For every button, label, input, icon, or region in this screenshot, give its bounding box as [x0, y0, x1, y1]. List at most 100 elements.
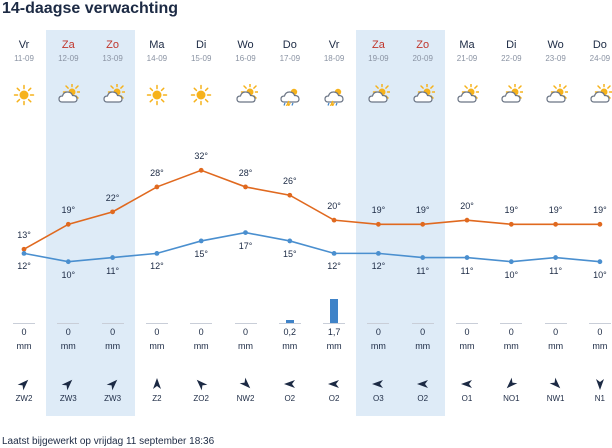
max-temp-point: [331, 217, 337, 223]
min-temp-point: [331, 250, 337, 256]
precip-unit: mm: [592, 341, 608, 351]
precip-amount: 0: [198, 327, 204, 337]
precip-amount: 1,7: [327, 327, 341, 337]
last-updated-text: Laatst bijgewerkt op vrijdag 11 septembe…: [2, 436, 215, 447]
precip-unit: mm: [60, 341, 76, 351]
precip-unit: mm: [238, 341, 253, 351]
day-column[interactable]: Wo 23-09 19° 11° 0 mm NW1: [534, 30, 578, 416]
min-temp-point: [420, 255, 426, 260]
day-column[interactable]: Di 15-09 32° 15° 0 mm ZO2: [179, 30, 223, 416]
page-title: 14-daagse verwachting: [2, 0, 179, 17]
day-column[interactable]: Wo 16-09 28° 17° 0 mm NW2: [224, 30, 268, 416]
wind-direction-icon: [592, 376, 608, 392]
precip-amount: 0: [110, 327, 116, 337]
precip-baseline: [278, 323, 301, 324]
precip-amount: 0: [65, 327, 71, 337]
min-temp-label: 11°: [549, 265, 563, 276]
max-temp-point: [21, 246, 27, 252]
day-column[interactable]: Za 12-09 19° 10° 0 mm ZW3: [46, 30, 90, 416]
min-temp-point: [464, 255, 470, 260]
wind-direction-icon: [16, 376, 32, 392]
day-name: Di: [506, 39, 517, 51]
max-temp-label: 28°: [238, 167, 253, 178]
partly-cloudy-icon: [101, 82, 126, 106]
partly-cloudy-icon: [234, 82, 259, 106]
precip-baseline: [456, 323, 478, 324]
precip-amount: 0: [553, 327, 559, 337]
weekend-highlight: [46, 30, 135, 416]
precip-baseline: [101, 323, 124, 324]
day-name: Di: [195, 39, 207, 51]
precip-baseline: [323, 323, 346, 324]
max-temp-label: 20°: [327, 201, 341, 212]
min-temp-label: 12°: [17, 261, 31, 272]
precip-unit: mm: [326, 341, 342, 351]
day-column[interactable]: Vr 11-09 13° 12° 0 mm ZW2: [2, 30, 46, 416]
wind-direction-icon: [105, 376, 121, 392]
wind-label: N1: [594, 394, 605, 403]
day-column[interactable]: Do 17-09 26° 15° 0,2 mm O2: [268, 30, 312, 416]
precip-unit: mm: [193, 341, 209, 351]
wind-direction-icon: [149, 376, 165, 392]
day-date: 17-09: [279, 54, 301, 63]
day-date: 16-09: [235, 54, 256, 63]
precip-baseline: [411, 323, 434, 324]
day-name: Ma: [149, 39, 165, 51]
precip-amount: 0,2: [283, 327, 297, 337]
max-temp-label: 19°: [504, 205, 519, 216]
partly-cloudy-icon: [411, 82, 436, 106]
min-temp-label: 11°: [460, 265, 474, 276]
partly-cloudy-icon: [455, 82, 481, 106]
day-column[interactable]: Di 22-09 19° 10° 0 mm NO1: [489, 30, 533, 416]
wind-label: O2: [328, 394, 340, 403]
day-column[interactable]: Do 24-09 19° 10° 0 mm N1: [578, 30, 612, 416]
day-date: 24-09: [589, 54, 611, 63]
day-column[interactable]: Ma 14-09 28° 12° 0 mm Z2: [135, 30, 179, 416]
sun-icon: [145, 84, 169, 106]
day-column[interactable]: Vr 18-09 20° 12° 1,7 mm O2: [312, 30, 356, 416]
wind-label: NO1: [503, 394, 520, 403]
precip-amount: 0: [508, 327, 514, 337]
min-temp-label: 15°: [282, 248, 297, 259]
precip-amount: 0: [597, 327, 603, 337]
min-temp-point: [154, 250, 160, 256]
min-temp-point: [376, 250, 381, 256]
day-name: Ma: [459, 39, 475, 51]
day-date: 14-09: [146, 54, 168, 63]
wind-label: ZO2: [193, 394, 209, 403]
max-temp-point: [597, 221, 603, 227]
day-name: Za: [371, 39, 385, 51]
max-temp-label: 19°: [548, 205, 563, 216]
min-temp-line: [23, 231, 600, 263]
min-temp-point: [198, 238, 204, 244]
temperature-chart: [21, 167, 603, 265]
max-temp-point: [154, 184, 160, 190]
max-temp-label: 26°: [282, 176, 297, 187]
day-name: Vr: [328, 39, 340, 51]
wind-label: ZW2: [15, 394, 33, 403]
precip-unit: mm: [282, 341, 298, 351]
precip-unit: mm: [370, 341, 386, 351]
precip-baseline: [367, 323, 390, 324]
precip-amount: 0: [464, 327, 470, 337]
max-temp-point: [110, 209, 115, 215]
sun-icon: [189, 84, 213, 106]
max-temp-point: [420, 221, 426, 227]
wind-direction-icon: [326, 376, 342, 392]
max-temp-point: [553, 221, 558, 227]
wind-direction-icon: [60, 376, 76, 392]
day-column[interactable]: Ma 21-09 20° 11° 0 mm O1: [445, 30, 489, 416]
precip-baseline: [57, 323, 80, 324]
precip-baseline: [234, 323, 257, 324]
max-temp-point: [376, 221, 381, 227]
precip-unit: mm: [503, 341, 519, 351]
precip-bar: [285, 320, 294, 323]
precip-unit: mm: [16, 341, 32, 351]
day-column[interactable]: Zo 13-09 22° 11° 0 mm ZW3: [91, 30, 135, 416]
day-column[interactable]: Za 19-09 19° 12° 0 mm O3: [356, 30, 400, 416]
max-temp-label: 13°: [17, 230, 31, 241]
min-temp-point: [110, 255, 115, 260]
day-column[interactable]: Zo 20-09 19° 11° 0 mm O2: [401, 30, 445, 416]
day-date: 23-09: [545, 54, 566, 63]
thunder-shower-icon: [278, 84, 302, 107]
